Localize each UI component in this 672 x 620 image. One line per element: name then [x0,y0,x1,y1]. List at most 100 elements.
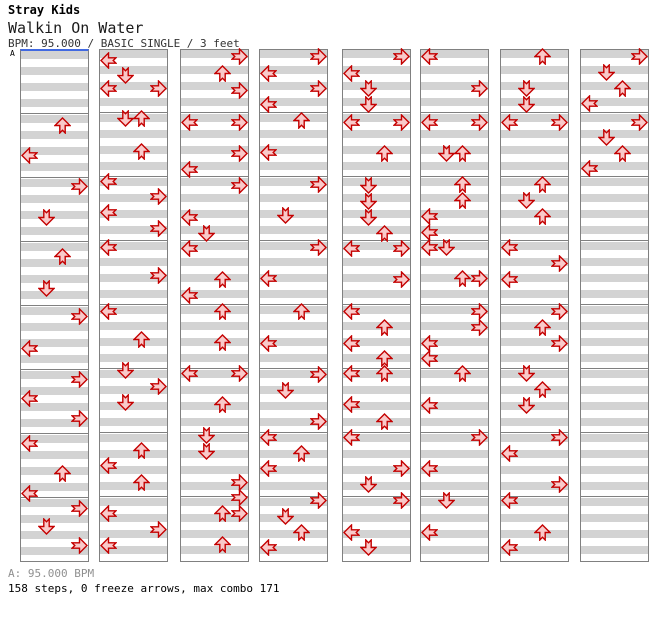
right-arrow-icon [150,187,167,205]
up-arrow-icon [534,523,551,541]
left-arrow-icon [501,491,518,509]
right-arrow-icon [231,81,248,99]
right-arrow-icon [71,536,88,554]
down-arrow-icon [38,517,55,535]
measure-line [21,433,88,434]
measure-line [581,496,648,497]
right-arrow-icon [310,491,327,509]
up-arrow-icon [454,364,471,382]
measure-line [501,368,568,369]
down-arrow-icon [117,393,134,411]
right-arrow-icon [310,412,327,430]
left-arrow-icon [343,428,360,446]
down-arrow-icon [360,95,377,113]
measure-line [260,176,327,177]
left-arrow-icon [21,389,38,407]
up-arrow-icon [214,302,231,320]
right-arrow-icon [231,144,248,162]
measure-line [260,432,327,433]
left-arrow-icon [21,339,38,357]
measure-line [343,496,410,497]
down-arrow-icon [277,381,294,399]
up-arrow-icon [214,333,231,351]
left-arrow-icon [501,238,518,256]
measure-line [421,112,488,113]
up-arrow-icon [454,144,471,162]
measure-line [421,176,488,177]
down-arrow-icon [38,279,55,297]
down-arrow-icon [438,238,455,256]
down-arrow-icon [598,63,615,81]
left-arrow-icon [421,349,438,367]
measure-line [343,432,410,433]
right-arrow-icon [393,459,410,477]
measure-line [181,304,248,305]
up-arrow-icon [133,441,150,459]
measure-line [260,368,327,369]
up-arrow-icon [614,79,631,97]
right-arrow-icon [551,302,568,320]
down-arrow-icon [360,208,377,226]
measure-line [21,497,88,498]
up-arrow-icon [376,349,393,367]
right-arrow-icon [551,113,568,131]
left-arrow-icon [100,456,117,474]
up-arrow-icon [376,144,393,162]
up-arrow-icon [534,47,551,65]
measure-line [100,240,167,241]
up-arrow-icon [376,318,393,336]
right-arrow-icon [631,47,648,65]
right-arrow-icon [150,266,167,284]
right-arrow-icon [551,254,568,272]
right-arrow-icon [551,428,568,446]
measure-line [21,113,88,114]
left-arrow-icon [343,113,360,131]
measure-line [501,496,568,497]
right-arrow-icon [393,270,410,288]
up-arrow-icon [293,111,310,129]
measure-line [501,112,568,113]
right-arrow-icon [551,334,568,352]
measure-line [343,304,410,305]
measure-line [581,240,648,241]
left-arrow-icon [100,536,117,554]
measure-line [100,304,167,305]
down-arrow-icon [518,364,535,382]
measure-line [100,368,167,369]
right-arrow-icon [471,302,488,320]
right-arrow-icon [310,365,327,383]
left-arrow-icon [100,302,117,320]
up-arrow-icon [214,64,231,82]
measure-line [343,112,410,113]
right-arrow-icon [231,113,248,131]
measure-line [100,432,167,433]
measure-line [421,432,488,433]
measure-line [501,176,568,177]
measure-line [181,240,248,241]
section-bpm-line: A: 95.000 BPM [8,567,95,580]
up-arrow-icon [133,473,150,491]
up-arrow-icon [133,142,150,160]
left-arrow-icon [421,207,438,225]
left-arrow-icon [260,459,277,477]
left-arrow-icon [260,64,277,82]
up-arrow-icon [534,380,551,398]
left-arrow-icon [260,95,277,113]
down-arrow-icon [117,361,134,379]
measure-line [21,369,88,370]
down-arrow-icon [360,538,377,556]
left-arrow-icon [181,208,198,226]
up-arrow-icon [293,444,310,462]
right-arrow-icon [231,47,248,65]
down-arrow-icon [360,176,377,194]
down-arrow-icon [277,507,294,525]
up-arrow-icon [133,330,150,348]
measure-line [581,304,648,305]
right-arrow-icon [231,364,248,382]
down-arrow-icon [598,128,615,146]
right-arrow-icon [231,504,248,522]
up-arrow-icon [54,116,71,134]
measure-line [421,496,488,497]
artist-name: Stray Kids [8,3,81,17]
up-arrow-icon [54,247,71,265]
